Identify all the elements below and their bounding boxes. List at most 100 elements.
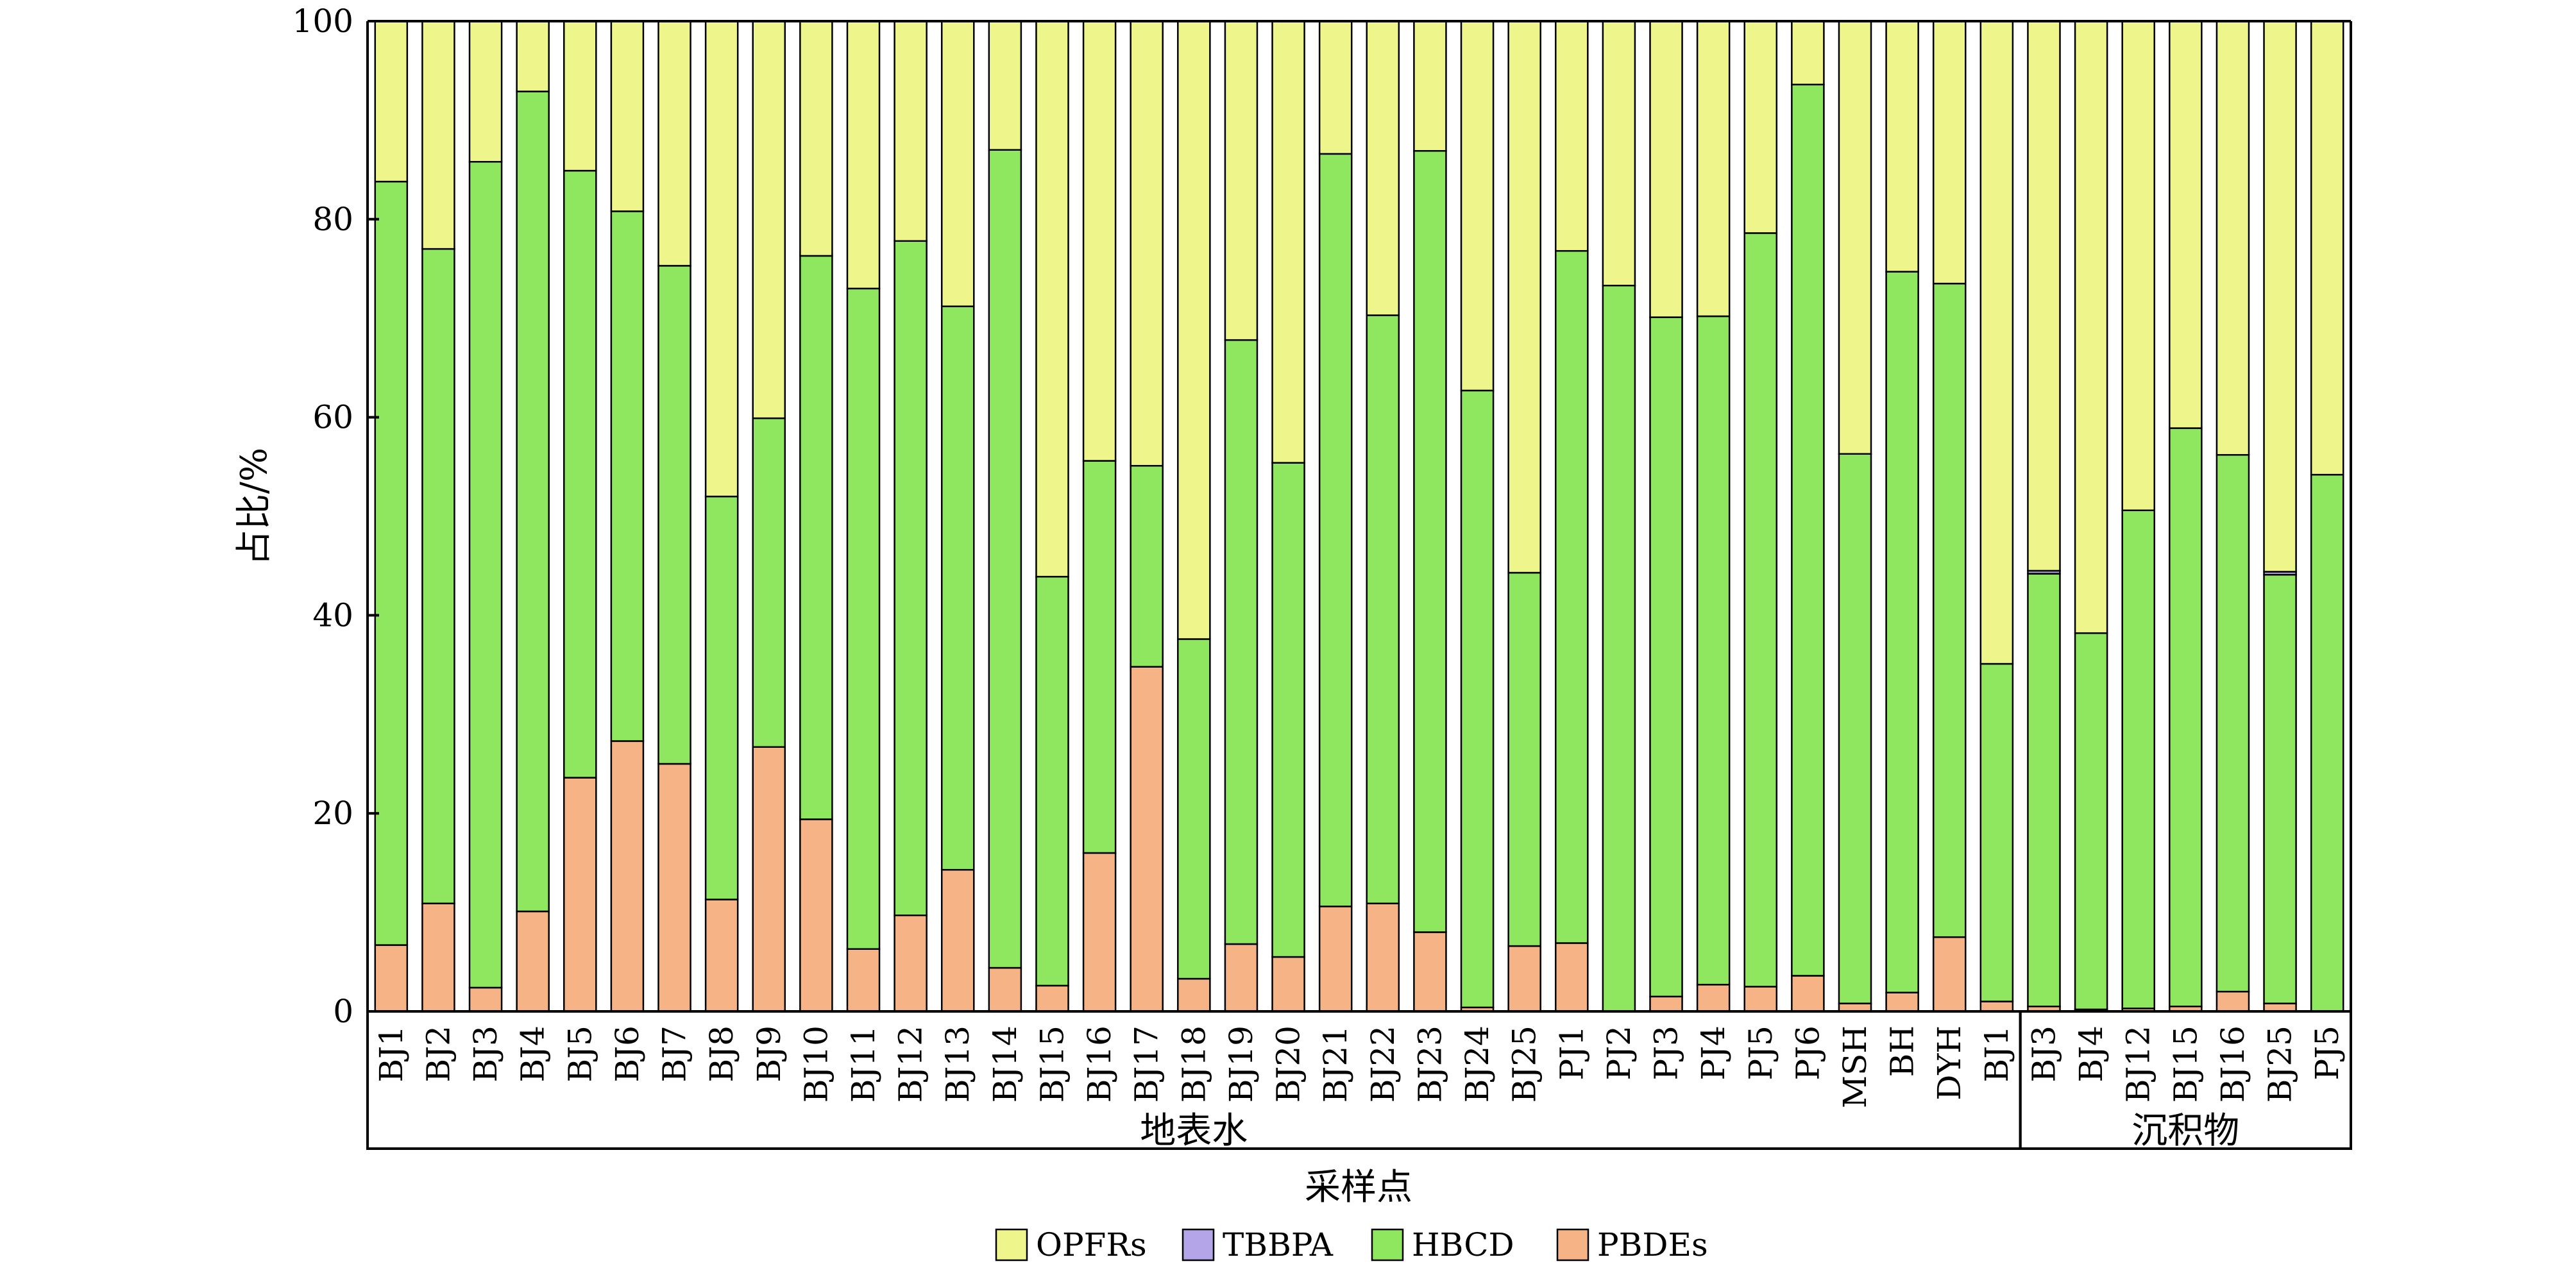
x-tick-label-4: BJ5 (561, 1025, 598, 1083)
bar-opfrs-22 (1413, 20, 1447, 152)
bar-opfrs-39 (2216, 20, 2250, 456)
bar-pbdes-2 (468, 986, 503, 1013)
bar-hbcd-6 (657, 265, 691, 765)
x-tick-label-2: BJ3 (467, 1025, 504, 1083)
bars-layer (374, 20, 2344, 1013)
legend-swatch-opfrs (995, 1228, 1028, 1262)
y-tick-label-20: 20 (312, 795, 353, 832)
x-tick-label-40: BJ25 (2262, 1025, 2299, 1102)
group-label-0: 地表水 (1140, 1110, 1248, 1152)
bar-pbdes-20 (1318, 906, 1353, 1013)
legend-swatch-pbdes (1556, 1228, 1589, 1262)
bar-pbdes-8 (752, 746, 786, 1013)
y-tick-label-80: 80 (312, 201, 353, 238)
bar-pbdes-28 (1696, 984, 1731, 1013)
x-tick-label-32: BH (1884, 1025, 1921, 1077)
bar-pbdes-27 (1649, 995, 1683, 1013)
bar-opfrs-11 (894, 20, 928, 242)
bar-opfrs-13 (988, 20, 1022, 151)
y-tick-label-40: 40 (312, 596, 353, 634)
x-tick-label-35: BJ3 (2026, 1025, 2063, 1083)
bar-hbcd-13 (988, 149, 1022, 969)
x-tick-label-3: BJ4 (514, 1025, 552, 1083)
legend-label-pbdes: PBDEs (1597, 1226, 1708, 1263)
bar-opfrs-4 (563, 20, 597, 172)
bar-hbcd-36 (2074, 632, 2108, 1011)
bar-hbcd-18 (1224, 339, 1258, 945)
bar-pbdes-30 (1791, 975, 1825, 1013)
x-tick-label-19: BJ20 (1270, 1025, 1307, 1102)
x-axis-title: 采样点 (1305, 1167, 1412, 1208)
bar-opfrs-35 (2027, 20, 2061, 572)
bar-hbcd-5 (610, 210, 645, 742)
bar-pbdes-24 (1507, 945, 1541, 1013)
bar-hbcd-17 (1177, 638, 1211, 980)
bar-hbcd-22 (1413, 150, 1447, 933)
bar-pbdes-17 (1177, 977, 1211, 1013)
x-tick-label-7: BJ8 (703, 1025, 740, 1083)
bar-opfrs-3 (516, 20, 550, 92)
bar-opfrs-19 (1271, 20, 1305, 464)
bar-hbcd-26 (1602, 285, 1636, 1013)
bar-hbcd-38 (2169, 427, 2203, 1008)
x-tick-label-27: PJ3 (1648, 1025, 1685, 1081)
bar-pbdes-11 (894, 914, 928, 1013)
y-tick-label-100: 100 (292, 3, 353, 40)
bar-hbcd-37 (2121, 509, 2155, 1009)
bar-pbdes-4 (563, 777, 597, 1013)
bar-hbcd-34 (1979, 663, 2014, 1002)
bar-hbcd-0 (374, 180, 409, 946)
bar-pbdes-21 (1366, 902, 1400, 1013)
x-tick-label-37: BJ12 (2120, 1025, 2157, 1102)
bar-pbdes-5 (610, 740, 645, 1013)
x-tick-label-34: BJ1 (1978, 1025, 2015, 1083)
bar-opfrs-28 (1696, 20, 1731, 317)
bar-hbcd-23 (1460, 389, 1495, 1009)
bar-opfrs-0 (374, 20, 409, 183)
bar-opfrs-40 (2263, 20, 2297, 573)
bar-hbcd-27 (1649, 316, 1683, 998)
bar-pbdes-12 (940, 868, 975, 1013)
bar-hbcd-29 (1743, 232, 1778, 988)
x-tick-label-14: BJ15 (1034, 1025, 1071, 1102)
bar-opfrs-17 (1177, 20, 1211, 640)
x-tick-label-6: BJ7 (656, 1025, 693, 1083)
x-tick-label-26: PJ2 (1600, 1025, 1638, 1081)
bar-opfrs-1 (421, 20, 455, 250)
bar-opfrs-30 (1791, 20, 1825, 86)
bar-hbcd-4 (563, 169, 597, 779)
bar-opfrs-18 (1224, 20, 1258, 341)
y-tick-label-60: 60 (312, 399, 353, 436)
bar-opfrs-37 (2121, 20, 2155, 511)
bar-hbcd-39 (2216, 454, 2250, 993)
bar-hbcd-21 (1366, 314, 1400, 904)
bar-pbdes-18 (1224, 943, 1258, 1013)
x-tick-label-29: PJ5 (1742, 1025, 1779, 1081)
bar-hbcd-3 (516, 90, 550, 913)
x-tick-label-33: DYH (1931, 1025, 1968, 1101)
x-tick-label-12: BJ13 (939, 1025, 976, 1102)
bar-hbcd-2 (468, 161, 503, 989)
bar-pbdes-14 (1035, 984, 1069, 1013)
legend-label-hbcd: HBCD (1412, 1226, 1514, 1263)
bar-pbdes-39 (2216, 990, 2250, 1013)
bar-hbcd-11 (894, 240, 928, 916)
bar-opfrs-16 (1130, 20, 1164, 467)
x-tick-label-22: BJ23 (1411, 1025, 1448, 1102)
bar-pbdes-15 (1082, 852, 1117, 1013)
bar-opfrs-26 (1602, 20, 1636, 287)
bar-pbdes-34 (1979, 1000, 2014, 1013)
legend: OPFRs TBBPA HBCD PBDEs (995, 1226, 1708, 1263)
bar-opfrs-10 (846, 20, 881, 290)
bar-opfrs-21 (1366, 20, 1400, 316)
bar-pbdes-10 (846, 948, 881, 1013)
bar-hbcd-35 (2027, 573, 2061, 1008)
bar-hbcd-16 (1130, 465, 1164, 668)
bar-opfrs-8 (752, 20, 786, 419)
bar-hbcd-15 (1082, 460, 1117, 854)
x-tick-label-18: BJ19 (1223, 1025, 1260, 1102)
x-tick-label-9: BJ10 (797, 1025, 835, 1102)
bar-opfrs-15 (1082, 20, 1117, 462)
